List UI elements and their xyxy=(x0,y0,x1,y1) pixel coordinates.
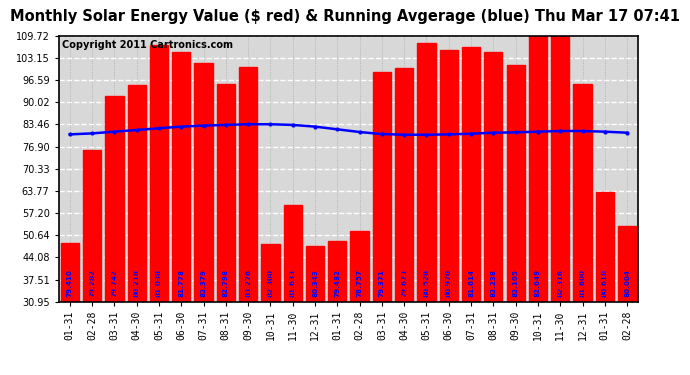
Text: 79.742: 79.742 xyxy=(111,269,117,297)
Text: 83.276: 83.276 xyxy=(245,269,251,297)
Bar xyxy=(217,84,235,302)
Bar xyxy=(106,96,124,302)
Bar xyxy=(462,46,480,302)
Bar xyxy=(417,43,435,302)
Text: 82.379: 82.379 xyxy=(201,269,206,297)
Bar xyxy=(351,231,368,302)
Text: 80.528: 80.528 xyxy=(424,268,429,297)
Bar xyxy=(150,45,168,302)
Text: 81.778: 81.778 xyxy=(178,269,184,297)
Bar xyxy=(529,31,547,302)
Text: 82.105: 82.105 xyxy=(513,269,519,297)
Text: 82.316: 82.316 xyxy=(558,269,563,297)
Text: 79.371: 79.371 xyxy=(379,269,385,297)
Text: 81.038: 81.038 xyxy=(156,269,162,297)
Text: 79.673: 79.673 xyxy=(401,269,407,297)
Bar xyxy=(262,244,279,302)
Text: 82.649: 82.649 xyxy=(535,268,541,297)
Bar xyxy=(61,243,79,302)
Text: 82.300: 82.300 xyxy=(268,269,273,297)
Bar xyxy=(595,192,614,302)
Text: 82.798: 82.798 xyxy=(223,268,229,297)
Bar xyxy=(440,50,458,302)
Text: Monthly Solar Energy Value ($ red) & Running Avgerage (blue) Thu Mar 17 07:41: Monthly Solar Energy Value ($ red) & Run… xyxy=(10,9,680,24)
Bar xyxy=(551,31,569,302)
Bar xyxy=(284,206,302,302)
Text: 80.970: 80.970 xyxy=(446,269,452,297)
Bar xyxy=(195,63,213,302)
Bar xyxy=(83,150,101,302)
Text: 80.218: 80.218 xyxy=(134,269,139,297)
Text: Copyright 2011 Cartronics.com: Copyright 2011 Cartronics.com xyxy=(61,40,233,50)
Text: 81.600: 81.600 xyxy=(580,269,586,297)
Text: 79.482: 79.482 xyxy=(334,269,340,297)
Bar xyxy=(484,52,502,302)
Bar xyxy=(573,84,591,302)
Text: 78.757: 78.757 xyxy=(357,269,363,297)
Text: 81.633: 81.633 xyxy=(290,269,296,297)
Text: 80.343: 80.343 xyxy=(312,269,318,297)
Text: 82.238: 82.238 xyxy=(491,269,496,297)
Bar xyxy=(306,246,324,302)
Bar xyxy=(373,72,391,302)
Bar xyxy=(172,52,190,302)
Bar xyxy=(328,241,346,302)
Text: 79.282: 79.282 xyxy=(89,269,95,297)
Bar xyxy=(239,67,257,302)
Bar xyxy=(128,86,146,302)
Bar xyxy=(506,65,525,302)
Text: 79.410: 79.410 xyxy=(67,269,73,297)
Text: 80.618: 80.618 xyxy=(602,268,608,297)
Bar xyxy=(395,69,413,302)
Bar xyxy=(618,226,636,302)
Text: 81.614: 81.614 xyxy=(468,269,474,297)
Text: 80.004: 80.004 xyxy=(624,269,630,297)
